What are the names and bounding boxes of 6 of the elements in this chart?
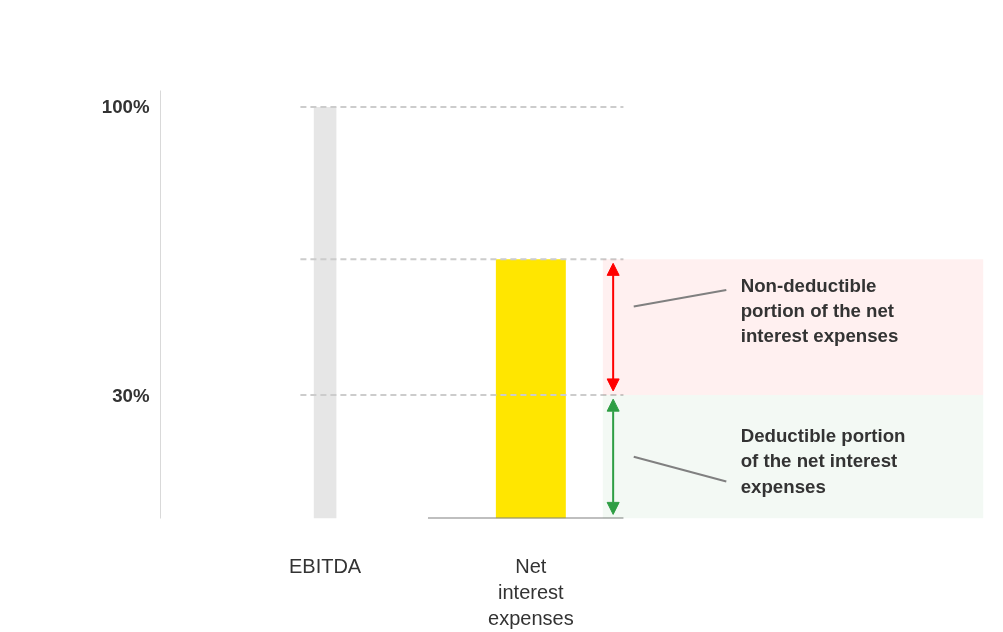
y-tick-label: 100%	[101, 96, 150, 118]
band-label: Non-deductible portion of the net interest expenses	[740, 274, 899, 347]
x-tick-label: Net interest expenses	[488, 554, 574, 630]
x-tick-label: EBITDA	[288, 554, 362, 577]
y-tick-label: 30%	[112, 384, 150, 406]
band-label: Deductible portion of the net interest expenses	[740, 425, 906, 497]
